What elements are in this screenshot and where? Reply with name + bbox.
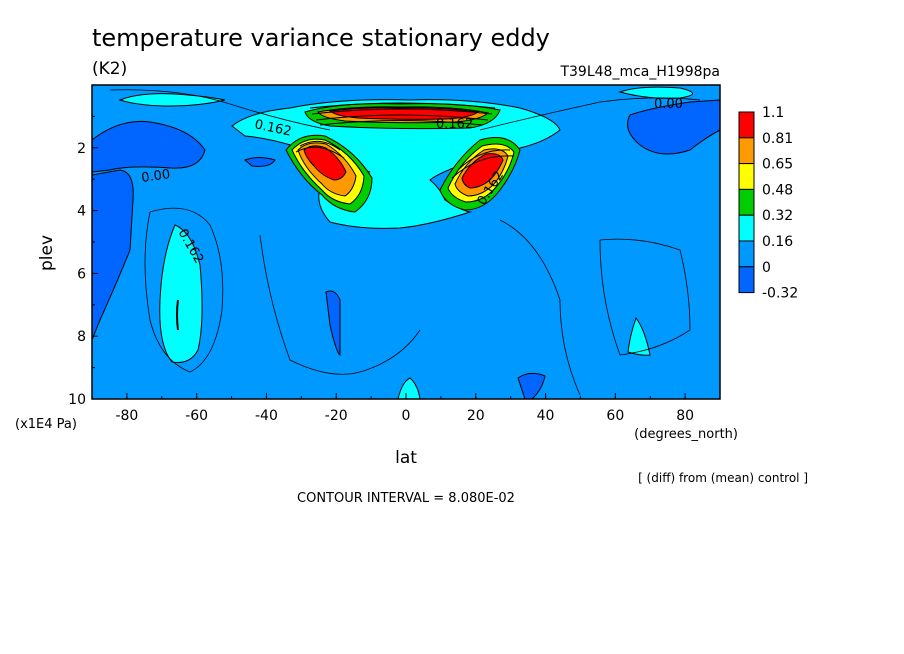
- contour-fill-red: [303, 145, 347, 181]
- colorbar-swatch: [738, 240, 755, 268]
- colorbar-swatch: [738, 137, 755, 165]
- colorbar-swatch: [738, 111, 755, 139]
- colorbar-swatch: [738, 214, 755, 242]
- x-axis-units: (degrees_north): [634, 427, 738, 442]
- colorbar-swatch: [738, 163, 755, 190]
- y-tick-label: 10: [68, 392, 86, 408]
- contour-fill-negative: [517, 372, 546, 399]
- contour-lines-thin: [109, 89, 701, 396]
- x-tick-label: 20: [467, 408, 485, 424]
- colorbar-level-label: 0: [762, 260, 771, 276]
- x-tick-label: -80: [115, 408, 138, 424]
- x-tick-label: 60: [606, 408, 624, 424]
- x-tick-label: -20: [325, 408, 348, 424]
- x-tick-label: -40: [255, 408, 278, 424]
- y-tick-label: 6: [77, 266, 86, 282]
- contour-interval-label: CONTOUR INTERVAL = 8.080E-02: [297, 491, 515, 506]
- contour-fill-negative: [627, 99, 720, 155]
- colorbar-level-label: 0.48: [762, 182, 793, 198]
- chart-title: temperature variance stationary eddy: [92, 24, 550, 52]
- colorbar-level-label: 0.32: [762, 208, 793, 224]
- contour-fill-negative: [92, 120, 206, 173]
- x-axis: -80 -60 -40 -20 0 20 40 60 80: [91, 393, 721, 424]
- contour-label: 0.162: [436, 117, 473, 132]
- y-tick-label: 4: [77, 204, 86, 220]
- y-axis-title: plev: [37, 235, 57, 271]
- x-tick-label: 40: [537, 408, 555, 424]
- x-tick-label: -60: [185, 408, 208, 424]
- contour-fill-cyan: [159, 224, 203, 363]
- contour-label: 0.00: [654, 97, 683, 112]
- contour-fill-negative: [325, 290, 341, 357]
- contour-fill-red: [461, 153, 504, 189]
- contour-fill-cyan: [397, 377, 421, 399]
- experiment-label: T39L48_mca_H1998pa: [559, 64, 720, 80]
- y-tick-label: 2: [77, 141, 86, 157]
- colorbar-level-label: 0.81: [762, 131, 793, 147]
- units-label: (K2): [92, 59, 127, 79]
- colorbar-swatch: [738, 188, 755, 216]
- contour-lines-dense: [295, 102, 515, 179]
- x-axis-title: lat: [395, 448, 417, 468]
- contour-fill-cyan: [627, 316, 651, 356]
- contour-fill-cyan: [618, 86, 693, 99]
- difference-note: [ (diff) from (mean) control ]: [638, 471, 808, 485]
- colorbar-level-label: 0.65: [762, 157, 793, 173]
- colorbar-level-label: 1.1: [762, 105, 784, 121]
- contour-fill-cyan: [118, 93, 226, 107]
- colorbar: 1.1 0.81 0.65 0.48 0.32 0.16 0 -0.32: [738, 105, 798, 302]
- y-axis: 2 4 6 8 10: [68, 115, 98, 408]
- colorbar-level-label: -0.32: [762, 286, 798, 302]
- contour-fill-negative: [244, 157, 276, 167]
- y-tick-label: 8: [77, 329, 86, 345]
- colorbar-swatch: [738, 266, 755, 294]
- contour-label: 0.00: [140, 167, 171, 186]
- contour-fill-negative: [92, 169, 134, 341]
- contour-field: [92, 85, 720, 399]
- x-tick-label: 0: [402, 408, 411, 424]
- x-tick-label: 80: [676, 408, 694, 424]
- colorbar-level-label: 0.16: [762, 234, 793, 250]
- y-axis-units: (x1E4 Pa): [15, 417, 77, 432]
